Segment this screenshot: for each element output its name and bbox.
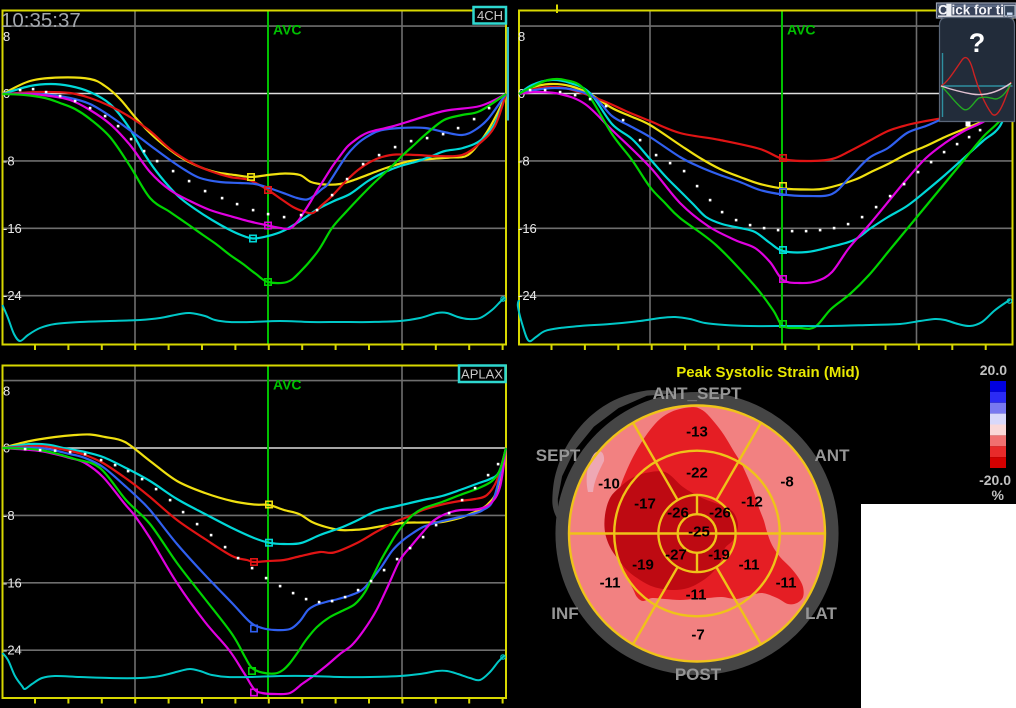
svg-text:-19: -19 [632,557,654,574]
svg-text:ANT_SEPT: ANT_SEPT [653,384,742,403]
svg-text:-11: -11 [776,575,797,592]
svg-text:%: % [992,487,1005,503]
svg-text:SEPT: SEPT [536,446,581,465]
svg-text:APLAX: APLAX [461,367,503,382]
svg-text:-25: -25 [688,524,710,541]
svg-text:Click for tip: Click for tip [938,3,1012,18]
svg-text:20.0: 20.0 [980,362,1007,378]
svg-text:-17: -17 [634,496,656,513]
svg-text:AVC: AVC [273,377,302,393]
svg-text:-8: -8 [780,474,793,491]
svg-text:-24: -24 [3,643,22,658]
svg-text:-11: -11 [739,557,760,574]
svg-text:-10: -10 [598,476,620,493]
svg-text:AVC: AVC [273,22,302,38]
svg-text:Peak Systolic Strain (Mid): Peak Systolic Strain (Mid) [676,364,859,381]
svg-text:10:35:37: 10:35:37 [1,9,81,32]
svg-text:-8: -8 [3,153,15,168]
svg-text:-20.0: -20.0 [979,472,1011,488]
svg-text:-16: -16 [518,221,537,236]
svg-text:-27: -27 [665,547,687,564]
svg-text:8: 8 [3,384,10,399]
svg-text:-24: -24 [3,288,22,303]
svg-text:-8: -8 [3,508,15,523]
svg-text:LAT: LAT [805,604,837,623]
svg-text:-8: -8 [518,153,530,168]
svg-text:-16: -16 [3,221,22,236]
svg-text:-11: -11 [600,575,621,592]
svg-text:-12: -12 [741,494,763,511]
svg-text:-26: -26 [667,505,689,522]
svg-text:INF: INF [551,604,578,623]
svg-text:4CH: 4CH [477,8,503,23]
svg-text:-13: -13 [686,424,708,441]
svg-text:-24: -24 [518,288,537,303]
svg-text:-19: -19 [708,547,730,564]
svg-text:8: 8 [518,29,525,44]
svg-text:-7: -7 [691,627,704,644]
svg-text:-26: -26 [709,505,731,522]
svg-text:ANT: ANT [815,446,851,465]
svg-text:?: ? [969,28,986,58]
svg-text:-11: -11 [686,587,707,604]
svg-text:8: 8 [3,29,10,44]
svg-text:-22: -22 [686,465,708,482]
svg-text:POST: POST [675,665,722,684]
svg-text:AVC: AVC [787,22,816,38]
svg-text:-16: -16 [3,575,22,590]
